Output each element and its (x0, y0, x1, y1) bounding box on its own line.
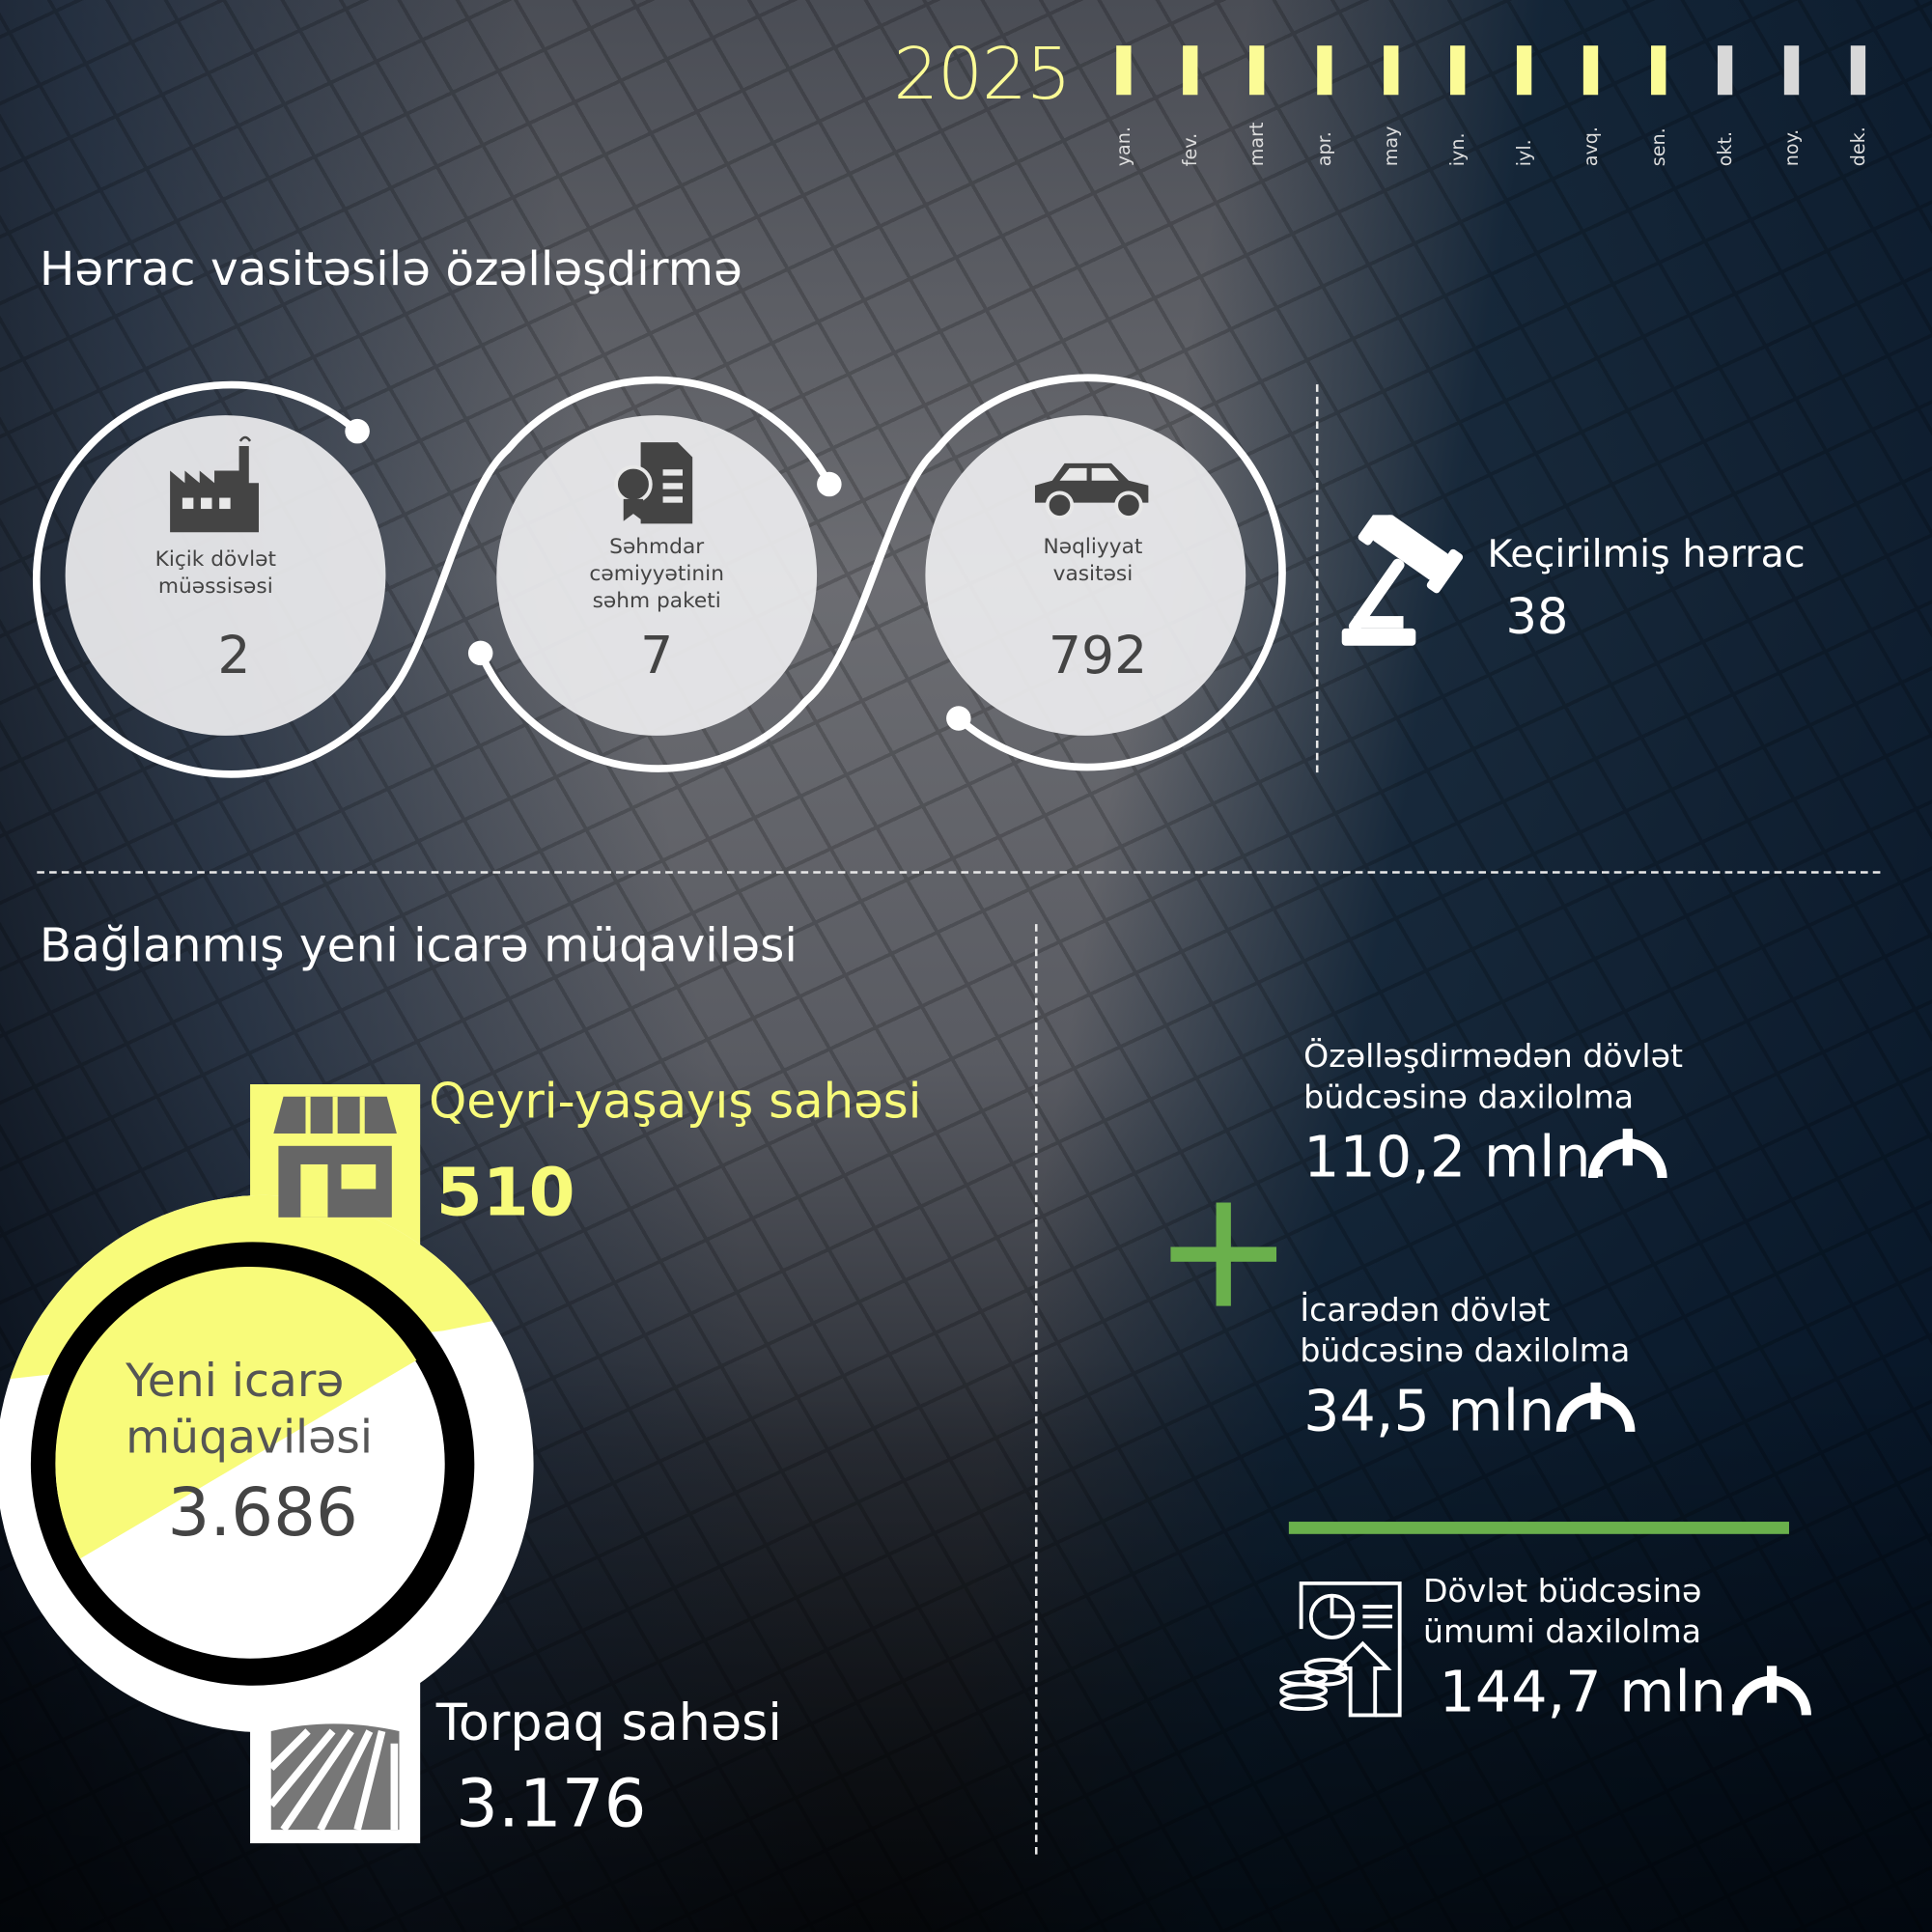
month-label: noy. (1780, 128, 1804, 167)
manat-icon (1732, 1666, 1811, 1716)
month-label: sen. (1646, 127, 1669, 167)
month-bar (1851, 45, 1866, 96)
privatization-value: 110,2 mln. (1303, 1123, 1610, 1190)
lease-donut (0, 1084, 534, 1844)
ring-dot (946, 706, 971, 731)
budget-report-icon (1279, 1581, 1402, 1718)
timeline-year: 2025 (893, 32, 1072, 116)
section-divider (37, 871, 1881, 874)
ring-strand (32, 376, 833, 778)
item-label: Kiçik dövlət (154, 546, 277, 573)
auction-held-label: Keçirilmiş hərrac (1487, 532, 1806, 577)
month-label: okt. (1713, 130, 1736, 167)
field-icon (267, 1723, 400, 1833)
month-bar (1450, 45, 1466, 96)
gavel-icon (1341, 515, 1464, 646)
month-bar (1783, 45, 1800, 96)
total-budget-label: Dövlət büdcəsinə (1422, 1573, 1702, 1610)
non-residential-label: Qeyri-yaşayış sahəsi (429, 1074, 922, 1131)
lease-section-title: Bağlanmış yeni icarə müqaviləsi (39, 917, 798, 972)
total-budget-label: ümumi daxilolma (1422, 1613, 1702, 1652)
ring-strand (477, 374, 1286, 772)
lease-income-label: büdcəsinə daxilolma (1300, 1332, 1631, 1371)
privatization-label: Özəlləşdirmədən dövlət (1303, 1038, 1684, 1077)
item-label: müəssisəsi (157, 574, 273, 600)
total-divider (1288, 1522, 1789, 1534)
auction-ring-path (32, 374, 1286, 778)
auction-item-small-enterprise: Kiçik dövlət müəssisəsi 2 (65, 415, 386, 736)
total-lease-value: 3.686 (167, 1473, 358, 1552)
manat-icon (1555, 1382, 1636, 1433)
divider (1034, 924, 1038, 1855)
share-certificate-icon (614, 442, 693, 524)
month-label: avq. (1580, 126, 1603, 167)
land-label: Torpaq sahəsi (435, 1693, 782, 1752)
item-value: 792 (1048, 625, 1148, 686)
auction-item-share-package: Səhmdar cəmiyyətinin səhm paketi 7 (496, 415, 818, 736)
item-label: cəmiyyətinin (589, 561, 724, 587)
month-bar (1717, 45, 1733, 96)
total-budget-value: 144,7 mln. (1439, 1658, 1745, 1725)
privatization-label: büdcəsinə daxilolma (1303, 1078, 1635, 1117)
month-bar (1383, 45, 1399, 96)
month-bar (1650, 45, 1666, 96)
ring-dot (467, 640, 493, 666)
month-label: may (1380, 126, 1402, 167)
factory-icon (170, 435, 259, 533)
item-label: səhm paketi (592, 588, 721, 614)
manat-icon (1587, 1128, 1667, 1179)
auction-held-value: 38 (1505, 588, 1569, 646)
item-label: vasitəsi (1052, 561, 1134, 587)
auction-item-vehicle: Nəqliyyat vasitəsi 792 (925, 415, 1246, 736)
month-label: dek. (1847, 126, 1870, 167)
ring-dot (817, 471, 842, 497)
auction-section-title: Hərrac vasitəsilə özəlləşdirmə (39, 241, 742, 296)
month-bar (1116, 45, 1132, 96)
donut-highlight (55, 1266, 417, 1559)
lease-income-value: 34,5 mln. (1303, 1377, 1573, 1444)
plus-icon (1170, 1202, 1277, 1306)
month-bar (1249, 45, 1265, 96)
non-residential-value: 510 (435, 1153, 575, 1231)
item-value: 7 (640, 625, 674, 686)
month-bar (1316, 45, 1331, 96)
item-value: 2 (217, 625, 251, 686)
item-label: Nəqliyyat (1043, 534, 1143, 560)
month-label: iyl. (1513, 139, 1536, 167)
ring-dot (345, 418, 370, 444)
divider (1315, 384, 1319, 773)
car-icon (1034, 462, 1149, 519)
month-bar (1183, 45, 1198, 96)
month-bar (1583, 45, 1599, 96)
land-value: 3.176 (456, 1764, 647, 1842)
store-icon (273, 1096, 397, 1218)
month-label: iyn. (1446, 132, 1470, 167)
item-label: Səhmdar (609, 534, 705, 560)
total-lease-label: Yeni icarə (126, 1354, 345, 1408)
total-lease-label: müqaviləsi (126, 1411, 373, 1465)
lease-income-label: İcarədən dövlət (1300, 1292, 1551, 1330)
month-bar (1517, 45, 1532, 96)
